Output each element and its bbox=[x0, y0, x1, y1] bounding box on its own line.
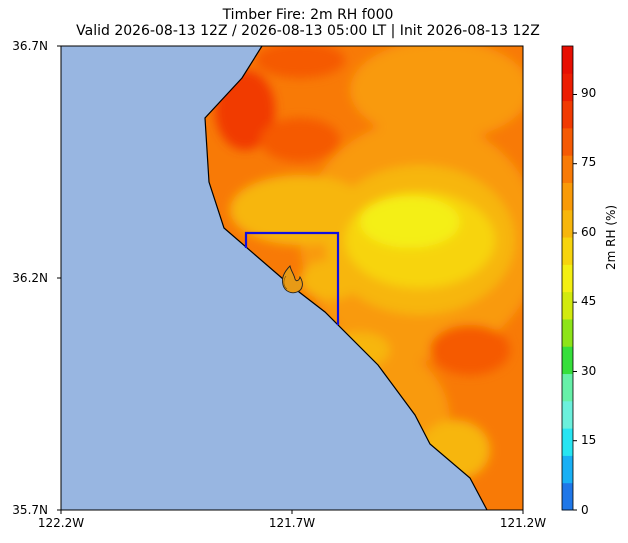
colorbar-segment bbox=[562, 182, 573, 211]
chart-subtitle: Valid 2026-08-13 12Z / 2026-08-13 05:00 … bbox=[76, 23, 540, 39]
lon-tick-label: 121.7W bbox=[268, 516, 316, 530]
rh-patch bbox=[300, 260, 360, 300]
rh-patch bbox=[360, 196, 460, 248]
colorbar-segment bbox=[562, 127, 573, 156]
colorbar-segment bbox=[562, 209, 573, 238]
colorbar-frame bbox=[561, 45, 574, 511]
colorbar-tick-label: 0 bbox=[581, 503, 589, 517]
lon-tick-label: 122.2W bbox=[37, 516, 85, 530]
lat-tick-label: 35.7N bbox=[12, 503, 48, 517]
colorbar-tick-label: 45 bbox=[581, 294, 597, 308]
colorbar-tick-label: 15 bbox=[581, 433, 597, 447]
rh-patch bbox=[230, 175, 370, 245]
colorbar-segment bbox=[562, 318, 573, 347]
rh-patch bbox=[430, 325, 510, 375]
lat-tick-label: 36.7N bbox=[12, 39, 48, 53]
colorbar-tick-label: 75 bbox=[581, 155, 597, 169]
colorbar-ticks bbox=[573, 94, 577, 511]
colorbar-label: 2m RH (%) bbox=[604, 204, 618, 270]
colorbar-segment bbox=[562, 291, 573, 320]
lat-tick-label: 36.2N bbox=[12, 271, 48, 285]
colorbar-segment bbox=[562, 455, 573, 484]
coastline bbox=[204, 45, 488, 511]
rh-patch bbox=[260, 118, 340, 162]
colorbar-tick-label: 60 bbox=[581, 225, 597, 239]
colorbar-tick-label: 90 bbox=[581, 86, 597, 100]
colorbar-segment bbox=[562, 373, 573, 402]
chart-title: Timber Fire: 2m RH f000 bbox=[222, 7, 394, 23]
axis-ticks bbox=[57, 45, 524, 514]
fire-icon bbox=[281, 265, 303, 294]
lon-tick-label: 121.2W bbox=[499, 516, 547, 530]
colorbar-segment bbox=[562, 482, 573, 511]
rh-field bbox=[61, 46, 523, 510]
colorbar-segment bbox=[562, 346, 573, 375]
domain-box bbox=[244, 231, 340, 325]
colorbar-segment bbox=[562, 73, 573, 102]
colorbar bbox=[562, 46, 573, 511]
colorbar-segment bbox=[562, 155, 573, 183]
colorbar-segment bbox=[562, 428, 573, 456]
colorbar-segment bbox=[562, 100, 573, 129]
colorbar-tick-label: 30 bbox=[581, 364, 597, 378]
colorbar-segment bbox=[562, 46, 573, 74]
rh-patch bbox=[350, 46, 523, 140]
colorbar-segment bbox=[562, 237, 573, 265]
rh-patch bbox=[255, 46, 345, 78]
colorbar-segment bbox=[562, 400, 573, 429]
ocean bbox=[61, 46, 487, 510]
colorbar-segment bbox=[562, 264, 573, 293]
